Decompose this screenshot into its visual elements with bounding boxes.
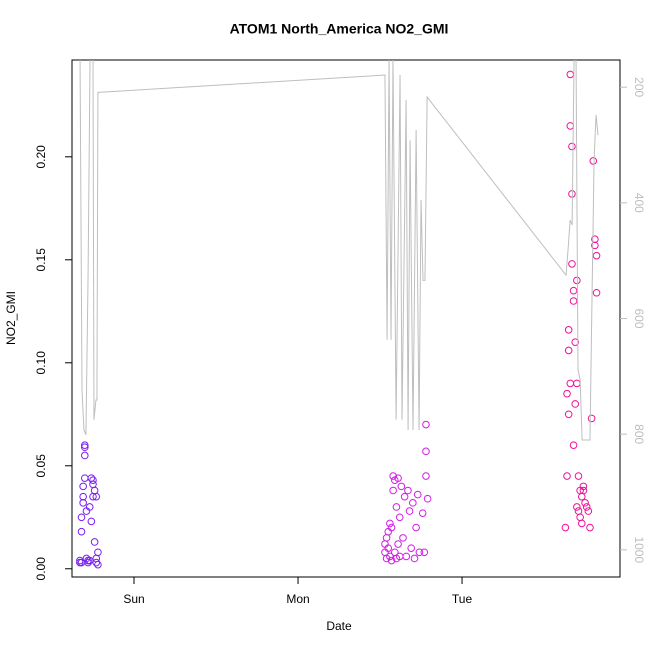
point	[89, 476, 97, 484]
point	[589, 157, 598, 165]
pressure-line	[79, 60, 599, 441]
point	[422, 472, 430, 480]
point	[87, 517, 96, 526]
point	[90, 538, 99, 546]
point	[92, 492, 101, 501]
point	[77, 527, 86, 536]
point	[573, 503, 581, 511]
point	[387, 556, 396, 565]
x-axis-label: Date	[326, 619, 352, 633]
point	[579, 486, 588, 495]
y2-tick-label: 200	[632, 77, 646, 97]
point	[577, 519, 586, 528]
point	[395, 513, 404, 522]
point	[592, 251, 601, 260]
y-axis-label: NO2_GMI	[4, 291, 18, 345]
point	[94, 548, 102, 557]
point	[394, 540, 402, 548]
point	[85, 503, 94, 511]
point	[389, 486, 397, 495]
point	[94, 560, 102, 569]
point	[410, 554, 419, 563]
point	[387, 523, 396, 532]
point	[76, 556, 84, 565]
point	[587, 414, 596, 423]
point	[412, 523, 420, 532]
point	[561, 523, 570, 532]
point	[405, 507, 414, 515]
point	[392, 503, 401, 511]
point	[386, 552, 394, 561]
point	[422, 420, 430, 429]
point	[582, 503, 591, 511]
y-tick-label: 0.20	[34, 145, 48, 169]
y2-tick-label: 400	[632, 193, 646, 213]
chart-title: ATOM1 North_America NO2_GMI	[230, 21, 449, 37]
point	[384, 544, 393, 552]
point	[581, 499, 589, 507]
point	[569, 441, 578, 449]
point	[77, 513, 86, 522]
point	[413, 490, 422, 499]
y2-tick-label: 800	[632, 424, 646, 444]
point	[80, 451, 89, 460]
point	[409, 499, 417, 507]
point	[571, 400, 580, 408]
point	[586, 523, 594, 532]
x-tick-label: Mon	[286, 592, 309, 606]
point	[394, 474, 402, 482]
x-tick-label: Sun	[123, 592, 144, 606]
point	[85, 556, 94, 565]
y-tick-label: 0.15	[34, 248, 48, 272]
point	[579, 482, 588, 491]
point	[399, 534, 407, 542]
point	[592, 288, 601, 297]
point	[400, 492, 409, 501]
point	[418, 509, 427, 517]
point	[397, 482, 406, 491]
point	[563, 389, 571, 398]
y2-tick-label: 600	[632, 308, 646, 328]
point	[584, 507, 593, 515]
point	[568, 142, 576, 151]
point	[80, 441, 89, 449]
point	[564, 410, 573, 419]
point	[92, 558, 101, 567]
point	[402, 552, 411, 561]
point	[574, 472, 583, 480]
point	[79, 499, 87, 507]
y-tick-label: 0.10	[34, 351, 48, 375]
point	[571, 338, 580, 346]
point	[569, 297, 578, 305]
point	[564, 346, 573, 355]
y2-tick-label: 1000	[632, 536, 646, 563]
point	[564, 326, 573, 334]
point	[415, 548, 424, 557]
y-tick-label: 0.00	[34, 557, 48, 581]
point	[422, 447, 430, 456]
point	[84, 558, 92, 567]
point	[420, 548, 429, 557]
point	[573, 276, 581, 285]
point	[404, 486, 412, 495]
point	[389, 472, 397, 480]
point	[569, 286, 578, 295]
point	[80, 443, 89, 452]
point	[79, 482, 87, 491]
point	[407, 544, 415, 552]
point	[423, 494, 432, 503]
x-tick-label: Tue	[452, 592, 473, 606]
point	[563, 472, 571, 480]
point	[568, 260, 576, 268]
y-tick-label: 0.05	[34, 454, 48, 478]
point	[386, 519, 394, 528]
point	[591, 241, 599, 250]
